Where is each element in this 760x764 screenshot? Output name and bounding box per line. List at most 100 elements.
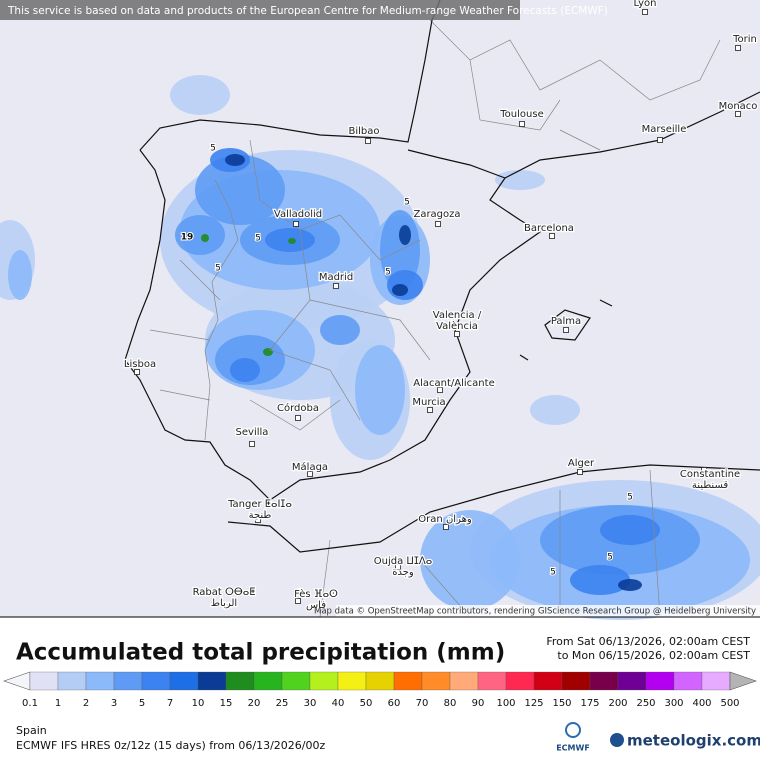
- contour-label: 5: [210, 144, 216, 154]
- city-marker: [454, 331, 460, 337]
- city-label: Valladolid: [274, 209, 322, 220]
- colorbar: 0.1 1 2 3 5 7 10 15 20 25 30 40 50 60 70 80 90 100 125 150 1…: [3, 671, 757, 709]
- colorbar-label: 20: [248, 698, 261, 709]
- precip-area: [175, 215, 225, 255]
- city-label: فاس: [306, 600, 326, 611]
- contour-label: 5: [255, 234, 261, 244]
- colorbar-swatch: [589, 671, 619, 691]
- city-marker: [295, 415, 301, 421]
- colorbar-swatch: [225, 671, 255, 691]
- city-marker: [437, 387, 443, 393]
- city-label: Murcia: [412, 397, 445, 408]
- colorbar-arrow-left: [3, 671, 31, 691]
- city-marker: [427, 407, 433, 413]
- precip-area: [170, 75, 230, 115]
- city-marker: [549, 233, 555, 239]
- colorbar-swatch: [169, 671, 199, 691]
- city-label: Zaragoza: [413, 209, 460, 220]
- colorbar-swatch: [617, 671, 647, 691]
- colorbar-label: 25: [276, 698, 289, 709]
- precip-area: [201, 234, 209, 242]
- city-marker: [307, 471, 313, 477]
- colorbar-label: 125: [524, 698, 543, 709]
- precipitation-field: [0, 75, 760, 620]
- precip-area: [392, 284, 408, 296]
- colorbar-swatch: [85, 671, 115, 691]
- precip-area: [263, 348, 273, 356]
- colorbar-label: 50: [360, 698, 373, 709]
- contour-label: 5: [550, 568, 556, 578]
- colorbar-swatch: [477, 671, 507, 691]
- colorbar-swatch: [421, 671, 451, 691]
- city-label: València: [436, 320, 478, 332]
- city-label: Córdoba: [277, 402, 319, 414]
- time-to: to Mon 06/15/2026, 02:00am CEST: [557, 649, 750, 662]
- brand[interactable]: meteologix.com: [627, 732, 760, 750]
- colorbar-swatch: [673, 671, 703, 691]
- precip-area: [600, 515, 660, 545]
- colorbar-swatch: [701, 671, 731, 691]
- notice-bar: [0, 0, 520, 20]
- precip-area: [225, 154, 245, 166]
- city-label: Madrid: [319, 272, 353, 283]
- colorbar-label: 60: [388, 698, 401, 709]
- city-label: Bilbao: [348, 126, 379, 137]
- precip-area: [570, 565, 630, 595]
- colorbar-label: 15: [220, 698, 233, 709]
- colorbar-swatch: [533, 671, 563, 691]
- city-marker: [215, 590, 221, 596]
- city-label: طنجة: [249, 510, 272, 521]
- time-from: From Sat 06/13/2026, 02:00am CEST: [546, 635, 750, 648]
- precip-area: [230, 358, 260, 382]
- city-label: Torin: [732, 34, 757, 45]
- colorbar-swatch: [365, 671, 395, 691]
- city-label: Barcelona: [524, 223, 574, 234]
- city-marker: [295, 598, 301, 604]
- city-label: Marseille: [642, 124, 687, 135]
- colorbar-label: 2: [83, 698, 89, 709]
- colorbar-label: 10: [192, 698, 205, 709]
- city-marker: [701, 467, 707, 473]
- city-label: Monaco: [719, 101, 758, 112]
- city-label: وجدة: [392, 567, 414, 578]
- precip-area: [387, 270, 423, 300]
- brand-icon: [610, 733, 624, 747]
- borders: [149, 19, 721, 618]
- precip-area: [495, 170, 545, 190]
- city-label: Rabat ⵔⴱⴰⵟ: [193, 587, 256, 598]
- city-label: Valencia /: [433, 310, 482, 321]
- attribution: Map data © OpenStreetMap contributors, r…: [314, 607, 756, 617]
- colorbar-label: 100: [496, 698, 515, 709]
- colorbar-arrow-right: [729, 671, 757, 691]
- precip-area: [530, 395, 580, 425]
- city-label: Fès ⴼⴰⵙ: [294, 588, 338, 600]
- colorbar-label: 90: [472, 698, 485, 709]
- city-label: Alger: [568, 458, 595, 469]
- colorbar-swatch: [309, 671, 339, 691]
- city-marker: [249, 441, 255, 447]
- precip-area: [618, 579, 642, 591]
- city-marker: [577, 469, 583, 475]
- colorbar-label: 30: [304, 698, 317, 709]
- city-marker: [365, 138, 371, 144]
- legend-title: Accumulated total precipitation (mm): [16, 640, 505, 666]
- city-marker: [395, 564, 401, 570]
- precip-area: [399, 225, 411, 245]
- colorbar-label: 70: [416, 698, 429, 709]
- city-marker: [642, 9, 648, 15]
- city-marker: [293, 221, 299, 227]
- colorbar-label: 500: [720, 698, 739, 709]
- city-marker: [735, 111, 741, 117]
- region: Spain: [16, 724, 47, 737]
- colorbar-label: 40: [332, 698, 345, 709]
- contour-label: 5: [215, 264, 221, 274]
- colorbar-swatch: [561, 671, 591, 691]
- coastlines: [124, 0, 760, 553]
- colorbar-swatch: [113, 671, 143, 691]
- colorbar-swatch: [281, 671, 311, 691]
- city-marker: [735, 45, 741, 51]
- city-label: الرباط: [211, 598, 237, 609]
- city-label: Sevilla: [236, 427, 269, 438]
- colorbar-swatch: [29, 671, 59, 691]
- colorbar-swatch: [337, 671, 367, 691]
